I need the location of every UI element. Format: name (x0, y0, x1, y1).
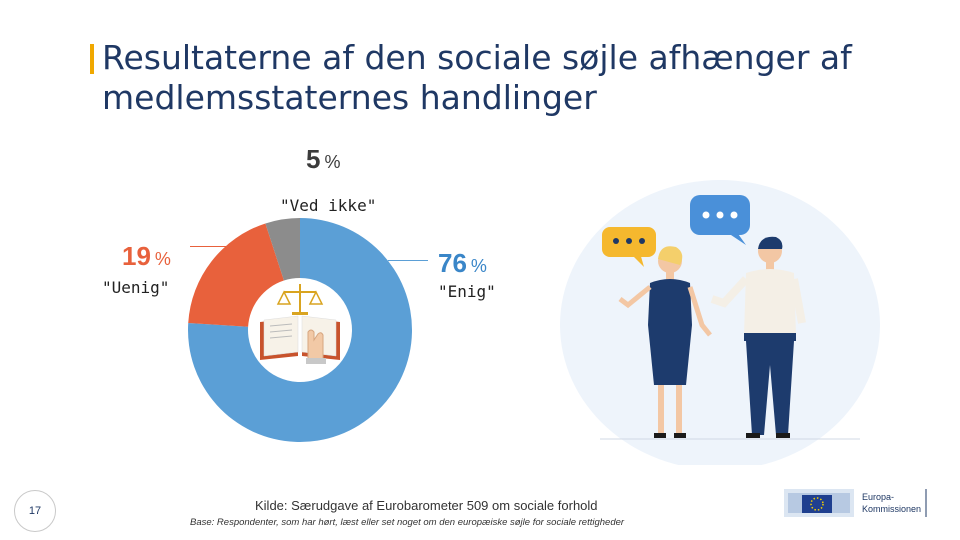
page-number: 17 (14, 490, 56, 532)
yellow-speech-bubble-icon (602, 227, 656, 267)
pct-uenig: 19% (122, 241, 171, 272)
pct-ved-ikke-unit: % (324, 152, 341, 172)
label-uenig: "Uenig" (102, 278, 170, 297)
label-ved-ikke: "Ved ikke" (280, 196, 377, 215)
logo-text-line2: Kommissionen (862, 504, 922, 514)
leader-enig (388, 260, 428, 261)
label-enig: "Enig" (438, 282, 496, 301)
blue-speech-bubble-icon (690, 195, 750, 245)
european-commission-logo (784, 489, 927, 517)
source-note: Kilde: Særudgave af Eurobarometer 509 om… (255, 498, 598, 513)
pct-enig: 76% (438, 248, 487, 279)
leader-uenig (190, 246, 234, 247)
donut-chart (187, 218, 412, 442)
title-accent-bar (90, 44, 94, 74)
pct-ved-ikke: 5% (306, 144, 340, 175)
pct-uenig-unit: % (154, 249, 171, 269)
donut-slices (187, 218, 412, 442)
pct-uenig-value: 19 (122, 241, 151, 271)
european-commission-logo-text: Europa- Kommissionen (862, 491, 921, 515)
slide-title: Resultaterne af den sociale søjle afhæng… (102, 38, 852, 117)
donut-slice-2 (265, 218, 300, 281)
man-figure (710, 236, 806, 438)
base-note: Base: Respondenter, som har hørt, læst e… (190, 517, 625, 528)
justice-book-icon (254, 284, 346, 376)
pct-enig-value: 76 (438, 248, 467, 278)
donut-slice-1 (188, 223, 284, 327)
pct-ved-ikke-value: 5 (306, 144, 321, 174)
pct-enig-unit: % (470, 256, 487, 276)
woman-figure (618, 246, 712, 438)
logo-text-line1: Europa- (862, 492, 895, 502)
donut-slice-0 (187, 218, 412, 442)
people-talking-illustration (560, 180, 880, 465)
